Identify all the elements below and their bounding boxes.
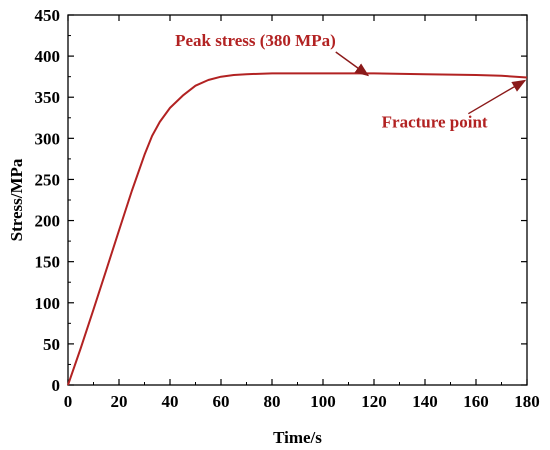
x-tick-label: 160 (463, 392, 489, 411)
y-tick-label: 450 (35, 6, 61, 25)
x-tick-label: 100 (310, 392, 336, 411)
peak-stress-arrow (335, 51, 370, 77)
y-tick-label: 350 (35, 88, 61, 107)
y-tick-label: 50 (43, 335, 60, 354)
plot-frame (67, 14, 528, 386)
x-tick-label: 180 (514, 392, 540, 411)
fracture-point-arrow (467, 79, 527, 115)
x-tick-label: 60 (213, 392, 230, 411)
y-tick-label: 200 (35, 212, 61, 231)
y-tick-label: 300 (35, 129, 61, 148)
x-tick-label: 120 (361, 392, 387, 411)
x-tick-label: 80 (264, 392, 281, 411)
y-axis-title: Stress/MPa (7, 158, 26, 241)
x-tick-label: 140 (412, 392, 438, 411)
y-tick-label: 150 (35, 253, 61, 272)
fracture-point-label: Fracture point (382, 113, 488, 132)
x-tick-label: 0 (64, 392, 73, 411)
stress-curve (67, 72, 528, 386)
x-axis-title: Time/s (273, 428, 322, 447)
x-tick-label: 20 (111, 392, 128, 411)
y-tick-label: 400 (35, 47, 61, 66)
y-tick-label: 250 (35, 170, 61, 189)
peak-stress-label: Peak stress (380 MPa) (175, 31, 336, 50)
y-tick-label: 100 (35, 294, 61, 313)
y-tick-label: 0 (52, 376, 61, 395)
x-tick-label: 40 (162, 392, 179, 411)
